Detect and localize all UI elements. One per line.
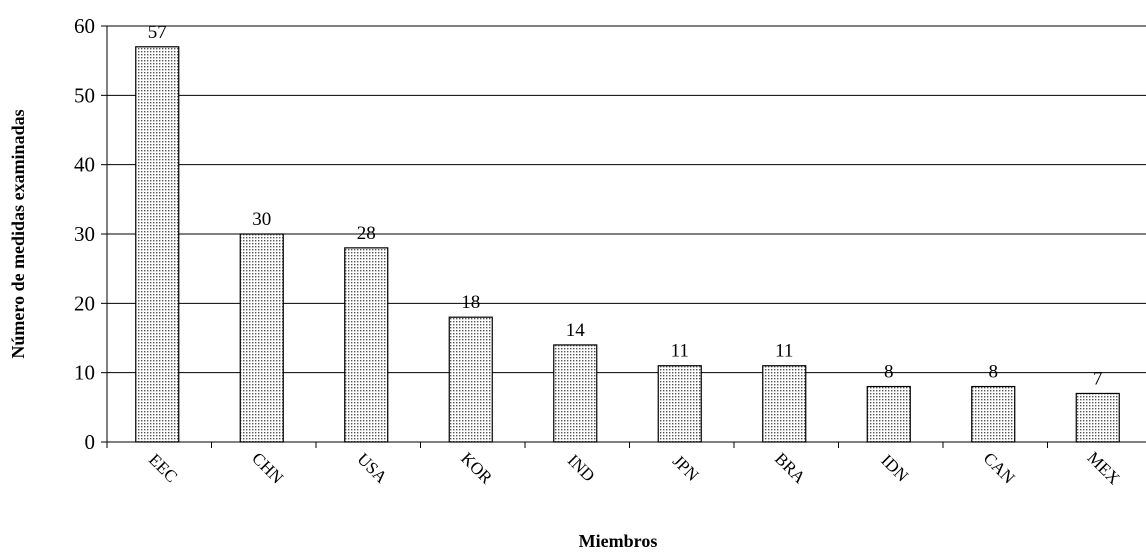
bar-mex xyxy=(1076,393,1119,442)
data-labels: 57 30 28 18 14 11 11 8 8 7 xyxy=(148,22,1103,390)
data-label-can: 8 xyxy=(989,362,999,383)
y-tick-label-50: 50 xyxy=(74,83,95,107)
bar-eec xyxy=(136,47,179,442)
x-tick-label-usa: USA xyxy=(353,449,391,487)
x-tick-label-bra: BRA xyxy=(771,449,810,488)
bar-kor xyxy=(449,317,492,442)
data-label-mex: 7 xyxy=(1093,368,1103,389)
y-tick-label-30: 30 xyxy=(74,222,95,246)
x-tick-label-ind: IND xyxy=(564,451,599,486)
bar-chn xyxy=(240,234,283,442)
x-tick-label-jpn: JPN xyxy=(669,451,702,484)
y-tick-label-40: 40 xyxy=(74,153,95,177)
x-tick-label-eec: EEC xyxy=(145,450,181,486)
x-tick-labels: EEC CHN USA KOR IND JPN BRA IDN CAN MEX xyxy=(145,448,1124,488)
bar-idn xyxy=(867,387,910,442)
y-tick-labels: 0 10 20 30 40 50 60 xyxy=(74,14,95,454)
bar-can xyxy=(972,387,1015,442)
data-label-kor: 18 xyxy=(461,292,480,313)
data-label-eec: 57 xyxy=(148,22,167,43)
y-tick-label-20: 20 xyxy=(74,291,95,315)
x-tick-label-kor: KOR xyxy=(457,449,496,488)
data-label-ind: 14 xyxy=(566,320,586,341)
y-tick-label-60: 60 xyxy=(74,14,95,38)
data-label-bra: 11 xyxy=(775,341,793,362)
x-tick-label-idn: IDN xyxy=(877,451,912,486)
bars xyxy=(136,47,1120,442)
y-tick-label-10: 10 xyxy=(74,361,95,385)
data-label-idn: 8 xyxy=(884,362,894,383)
x-tick-label-chn: CHN xyxy=(248,449,287,488)
y-tick-label-0: 0 xyxy=(85,430,96,454)
data-label-usa: 28 xyxy=(357,223,376,244)
data-label-jpn: 11 xyxy=(671,341,689,362)
x-tick-label-can: CAN xyxy=(980,449,1019,488)
data-label-chn: 30 xyxy=(252,209,271,230)
bar-ind xyxy=(554,345,597,442)
bar-bra xyxy=(763,366,806,442)
y-axis-title: Número de medidas examinadas xyxy=(8,109,28,358)
bar-usa xyxy=(345,248,388,442)
x-axis-title: Miembros xyxy=(579,531,658,551)
x-tick-label-mex: MEX xyxy=(1084,448,1124,488)
bar-jpn xyxy=(658,366,701,442)
